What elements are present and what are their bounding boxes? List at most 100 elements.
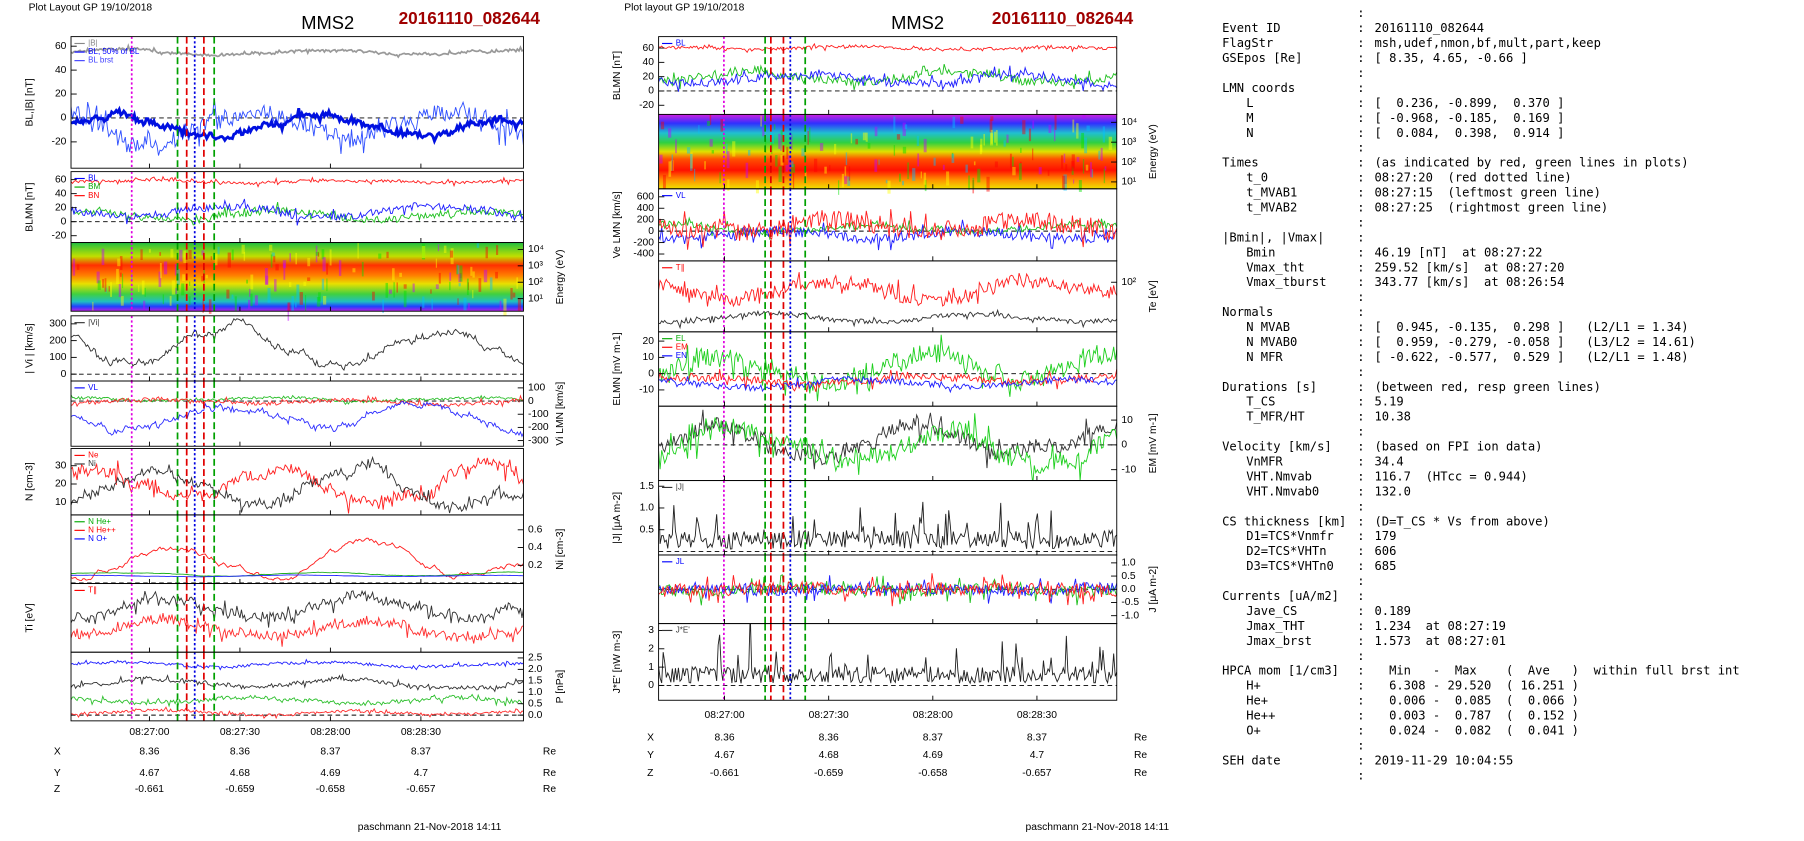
colon: : — [1357, 724, 1364, 738]
y-axis-label: J [μA m-2] — [1148, 566, 1159, 613]
colon: : — [1357, 410, 1364, 424]
spectrogram-texture — [675, 139, 677, 154]
trace — [71, 574, 524, 578]
spectrogram-texture — [421, 246, 426, 258]
colon: : — [1357, 141, 1364, 155]
spectrogram-texture — [105, 287, 107, 293]
position-value: 8.36 — [139, 746, 159, 757]
spectrogram-texture — [430, 289, 432, 294]
position-value: 4.69 — [320, 768, 340, 779]
section-key: SEH date — [1222, 753, 1280, 767]
item-key: O+ — [1246, 724, 1261, 738]
spectrogram-texture — [994, 161, 998, 168]
spectrogram-texture — [174, 263, 178, 276]
y-tick-label: 60 — [55, 41, 67, 52]
colon: : — [1357, 589, 1364, 603]
trace — [658, 413, 1117, 481]
y-tick-label: 1.0 — [640, 503, 655, 514]
spectrogram-texture — [1076, 156, 1080, 162]
spectrogram-texture — [182, 274, 186, 282]
spectrogram-texture — [449, 272, 452, 281]
spectrogram-texture — [1062, 175, 1065, 190]
spectrogram-texture — [478, 278, 482, 292]
legend-label: |J| — [676, 483, 684, 492]
trace — [71, 706, 524, 720]
spectrogram-texture — [778, 166, 782, 182]
spectrogram-texture — [499, 300, 502, 312]
traces — [71, 394, 524, 438]
spectrogram-texture — [1091, 169, 1094, 178]
spectrogram-texture — [140, 249, 143, 261]
spectrogram-texture — [171, 280, 176, 295]
item-value: 0.003 - 0.787 ( 0.152 ) — [1374, 709, 1579, 723]
trace — [658, 219, 1117, 251]
section-value: (between red, resp green lines) — [1374, 380, 1600, 394]
y-axis-label: P [nPa] — [555, 670, 566, 704]
item-key: L — [1246, 96, 1253, 110]
spectrogram-texture — [472, 271, 475, 278]
spectrogram-texture — [1060, 155, 1064, 169]
position-label: Y — [647, 750, 654, 761]
spectrogram-texture — [1063, 174, 1067, 191]
x-tick-label: 08:28:00 — [310, 727, 350, 738]
spectrogram-texture — [188, 296, 191, 305]
item-key: D1=TCS*Vnmfr — [1246, 529, 1334, 543]
y-tick-label: 0 — [61, 113, 67, 124]
colon: : — [1357, 66, 1364, 80]
spectrogram-texture — [917, 153, 920, 167]
spectrogram-texture — [459, 272, 462, 279]
spectrogram-texture — [693, 168, 696, 182]
traces — [658, 272, 1117, 330]
spectrogram-texture — [1072, 119, 1075, 133]
spectrogram-texture — [96, 271, 100, 284]
section-key: HPCA mom [1/cm3] — [1222, 664, 1339, 678]
spectrogram-texture — [952, 116, 956, 129]
spectrogram-texture — [792, 172, 795, 189]
spectrogram-texture — [468, 303, 470, 311]
item-value: 08:27:25 (rightmost green line) — [1374, 200, 1608, 214]
spectrogram-texture — [809, 127, 811, 142]
spectrogram-texture — [110, 282, 113, 297]
legend-label: VL — [88, 383, 98, 392]
y-tick-label: 0.6 — [528, 525, 543, 536]
trace — [71, 571, 524, 577]
footer: paschmann 21-Nov-2018 14:11 — [358, 822, 502, 833]
position-unit: Re — [543, 784, 556, 795]
item-value: [ -0.622, -0.577, 0.529 ] (L2/L1 = 1.48) — [1374, 350, 1688, 364]
y-axis-label: | Vi | [km/s] — [24, 323, 35, 373]
colon: : — [1357, 619, 1364, 633]
spectrogram-texture — [295, 302, 297, 308]
spectrogram-texture — [902, 180, 904, 186]
spectrogram-texture — [834, 143, 837, 155]
spectrogram-texture — [470, 266, 473, 276]
spectrogram-texture — [711, 150, 714, 154]
spectrogram-texture — [121, 273, 124, 289]
trace — [71, 693, 524, 708]
traces — [658, 334, 1117, 402]
item-key: D2=TCS*VHTn — [1246, 544, 1326, 558]
y-axis-label: Ti [eV] — [24, 603, 35, 632]
position-value: 8.37 — [923, 733, 943, 744]
y-tick-label: 0.4 — [528, 542, 543, 553]
spectrogram-texture — [951, 152, 954, 158]
spectrogram-texture — [848, 166, 851, 181]
spectrogram-texture — [435, 284, 439, 290]
colon: : — [1357, 350, 1364, 364]
spectrogram-texture — [437, 244, 440, 252]
y-tick-label: -20 — [639, 100, 654, 111]
colon: : — [1357, 559, 1364, 573]
traces — [658, 409, 1117, 481]
y-tick-label: 0 — [528, 396, 534, 407]
spectrogram-texture — [1048, 124, 1052, 133]
spectrogram-texture — [267, 287, 271, 303]
x-tick-label: 08:27:30 — [809, 710, 849, 721]
item-key: H+ — [1246, 679, 1261, 693]
item-key: D3=TCS*VHTn0 — [1246, 559, 1334, 573]
spectrogram-texture — [443, 245, 447, 253]
y-tick-label: 2 — [648, 644, 654, 655]
y-tick-label: 30 — [55, 460, 67, 471]
spectrogram-texture — [449, 281, 451, 291]
position-label: Z — [647, 768, 653, 779]
y-tick-label: 0.0 — [1121, 584, 1136, 595]
